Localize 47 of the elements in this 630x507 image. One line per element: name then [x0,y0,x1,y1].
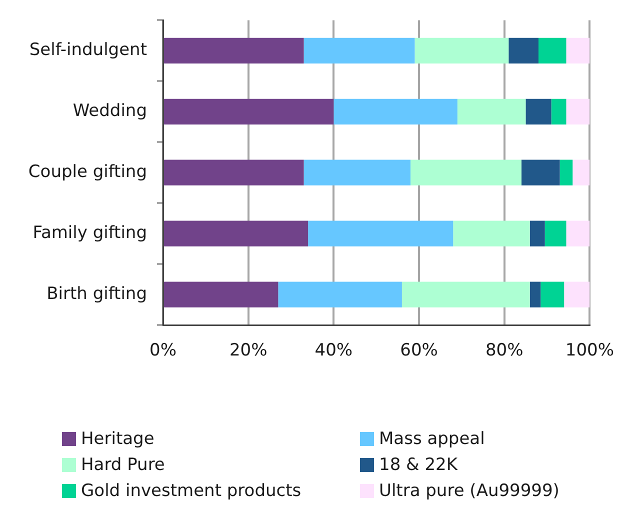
x-tick-label: 0% [150,340,176,361]
bar [453,220,530,246]
bar [566,98,590,124]
bar [540,282,564,308]
legend-label: Gold investment products [81,481,302,501]
x-tick-label: 20% [229,340,268,361]
bar [530,282,541,308]
y-tick-label: Birth gifting [46,284,147,304]
bar [304,38,415,64]
y-tick-label: Self-indulgent [29,40,148,60]
legend-label: 18 & 22K [379,455,458,475]
bar [564,282,590,308]
bar [551,98,566,124]
bar [544,220,566,246]
bar [508,38,538,64]
bar [566,38,590,64]
x-tick-label: 60% [400,340,438,361]
legend-label: Heritage [81,429,154,449]
legend-label: Ultra pure (Au99999) [379,481,560,501]
bar [402,282,530,308]
y-tick-label: Wedding [72,101,147,122]
bar [530,220,545,246]
bar [572,160,590,186]
x-tick-label: 80% [485,340,524,361]
bar [164,282,278,308]
bar [566,220,590,246]
bar [164,98,334,124]
bar [334,98,458,124]
y-tick-label: Family gifting [32,222,147,243]
bar [278,282,402,308]
bar [526,98,552,124]
y-tick-label: Couple gifting [28,162,147,182]
legend-label: Hard Pure [81,455,165,475]
bar [304,160,410,186]
bar [538,38,566,64]
bar [410,160,522,186]
bar [164,220,308,246]
bar [164,38,304,64]
x-tick-label: 40% [314,340,353,361]
bar [521,160,560,186]
bar [560,160,573,186]
bar [164,160,304,186]
legend-label: Mass appeal [379,429,485,449]
bar [414,38,509,64]
bar [457,98,526,124]
bar [308,220,454,246]
x-tick-label: 100% [565,340,614,361]
